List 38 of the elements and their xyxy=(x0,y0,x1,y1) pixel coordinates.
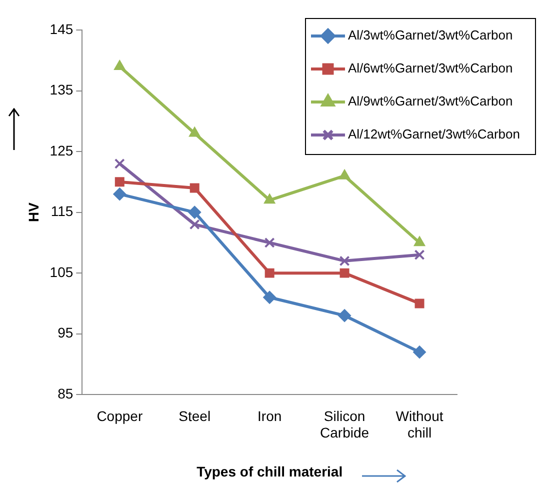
point xyxy=(113,188,126,201)
y-tick-label: 105 xyxy=(50,264,74,280)
point xyxy=(188,126,200,137)
y-tick-label: 135 xyxy=(50,82,74,98)
point xyxy=(114,158,125,169)
legend-label: Al/12wt%Garnet/3wt%Carbon xyxy=(348,126,520,142)
point xyxy=(414,298,424,308)
point xyxy=(190,183,200,193)
x-tick-label: Without chill xyxy=(396,408,444,441)
point xyxy=(264,237,275,248)
point xyxy=(413,346,426,359)
point xyxy=(338,169,350,180)
y-tick-label: 125 xyxy=(50,142,74,158)
point xyxy=(264,268,274,278)
y-tick-label: 85 xyxy=(58,385,74,402)
x-tick-label: Iron xyxy=(258,408,282,424)
point xyxy=(114,177,124,187)
point xyxy=(189,219,200,230)
legend-label: Al/9wt%Garnet/3wt%Carbon xyxy=(348,94,513,109)
point xyxy=(263,290,276,304)
point xyxy=(338,309,352,322)
legend-label: Al/6wt%Garnet/3wt%Carbon xyxy=(348,60,513,76)
y-tick-label: 115 xyxy=(50,203,74,220)
point xyxy=(188,206,202,219)
x-tick-label: Copper xyxy=(96,408,143,424)
x-tick-label: Silicon Carbide xyxy=(320,408,370,441)
y-axis-title: HV xyxy=(25,202,42,222)
point xyxy=(414,250,425,260)
y-tick-label: 145 xyxy=(50,20,74,37)
x-tick-label: Steel xyxy=(178,408,211,424)
point xyxy=(340,268,350,278)
point xyxy=(414,236,426,246)
point xyxy=(114,60,126,70)
x-axis-title: Types of chill material xyxy=(196,463,343,480)
point xyxy=(339,256,350,266)
point xyxy=(264,194,276,204)
legend-label: Al/3wt%Garnet/3wt%Carbon xyxy=(348,28,513,43)
y-tick-label: 95 xyxy=(58,324,74,341)
